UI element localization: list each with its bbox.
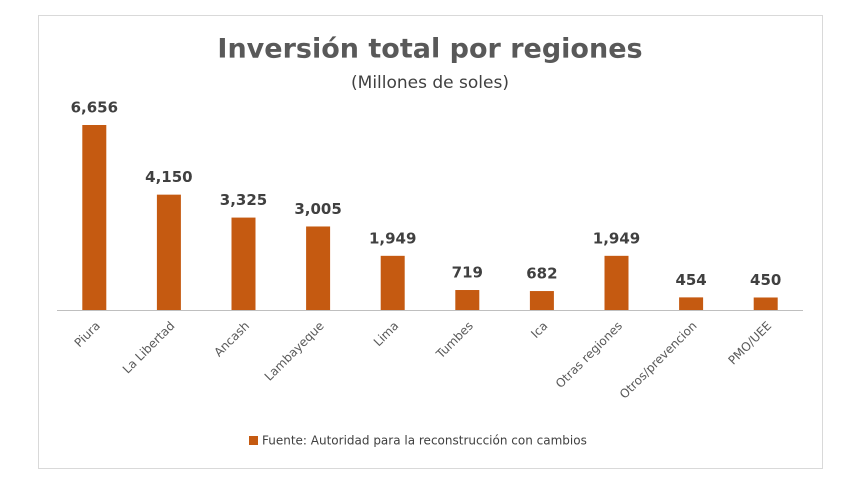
value-label: 3,325 <box>220 191 267 209</box>
value-label: 3,005 <box>294 200 341 218</box>
value-label: 682 <box>526 265 557 283</box>
chart-title: Inversión total por regiones <box>217 34 642 65</box>
value-label: 1,949 <box>593 229 640 247</box>
value-label: 1,949 <box>369 229 416 247</box>
bar <box>753 297 778 310</box>
value-label: 450 <box>750 271 781 289</box>
bar <box>604 255 629 310</box>
chart-subtitle: (Millones de soles) <box>351 73 509 93</box>
bar <box>231 217 256 310</box>
legend-label: Fuente: Autoridad para la reconstrucción… <box>262 434 587 448</box>
bar <box>82 125 107 310</box>
value-label: 6,656 <box>71 99 118 117</box>
bar <box>679 297 704 310</box>
bar <box>306 226 331 310</box>
bar <box>455 290 480 310</box>
bar <box>380 255 405 310</box>
value-label: 719 <box>452 264 483 282</box>
bar <box>156 194 181 310</box>
value-label: 4,150 <box>145 168 192 186</box>
bar <box>529 291 554 310</box>
value-label: 454 <box>675 271 706 289</box>
legend-swatch <box>249 436 258 445</box>
